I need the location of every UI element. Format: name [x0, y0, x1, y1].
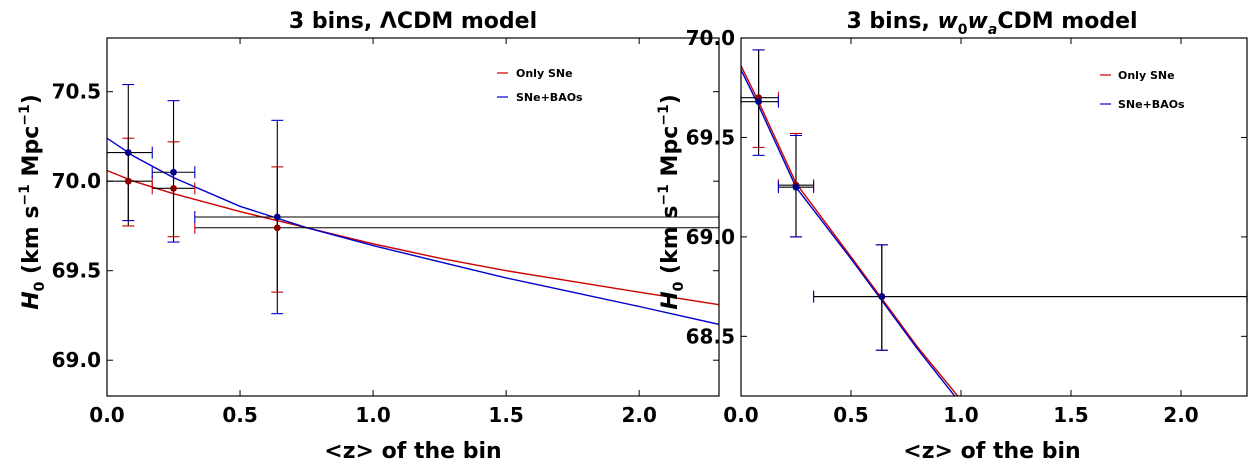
y-axis-label: H0 (km s−1 Mpc−1) — [17, 94, 48, 310]
x-axis-label: <z> of the bin — [903, 439, 1080, 464]
chart-title: 3 bins, w0waCDM model — [846, 9, 1137, 38]
series-curve-0 — [107, 169, 719, 306]
data-point-s1-p1 — [792, 183, 800, 191]
series-curve-1 — [107, 137, 719, 326]
x-tick-label: 1.0 — [355, 403, 390, 427]
data-point-s1-p2 — [878, 293, 886, 300]
y-axis-label: H0 (km s−1 Mpc−1) — [656, 94, 687, 310]
y-tick-label: 69.5 — [686, 125, 735, 149]
y-tick-label: 68.5 — [686, 324, 735, 348]
data-point-s0-p1 — [170, 184, 177, 192]
x-tick-label: 0.5 — [222, 403, 257, 427]
y-tick-label: 69.0 — [686, 225, 735, 249]
data-point-s1-p2 — [273, 213, 281, 221]
legend-label-sne-baos: SNe+BAOs — [1118, 98, 1185, 111]
chart-lcdm: 3 bins, ΛCDM model <z> of the bin H0 (km… — [17, 9, 720, 464]
x-tick-label: 0.0 — [723, 403, 758, 427]
y-tick-label: 69.0 — [52, 348, 101, 372]
y-tick-label: 70.0 — [686, 26, 735, 50]
chart-w0wacdm: 3 bins, w0waCDM model <z> of the bin H0 … — [656, 9, 1248, 464]
data-point-s1-p1 — [170, 168, 177, 176]
x-tick-label: 0.0 — [89, 403, 124, 427]
legend-label-only-sne: Only SNe — [516, 67, 573, 80]
y-tick-label: 70.0 — [52, 169, 101, 193]
x-tick-label: 2.0 — [621, 403, 656, 427]
legend-label-sne-baos: SNe+BAOs — [516, 91, 583, 104]
y-tick-label: 69.5 — [52, 259, 101, 283]
data-point-s0-p2 — [273, 224, 281, 232]
x-tick-label: 1.5 — [1053, 403, 1088, 427]
legend: Only SNe SNe+BAOs — [1100, 69, 1185, 111]
data-point-s1-p0 — [755, 98, 762, 106]
x-axis-label: <z> of the bin — [324, 439, 501, 464]
plot-frame — [106, 37, 720, 397]
legend-label-only-sne: Only SNe — [1118, 69, 1175, 82]
x-tick-label: 2.0 — [1163, 403, 1198, 427]
x-tick-label: 1.0 — [943, 403, 978, 427]
legend: Only SNe SNe+BAOs — [497, 67, 583, 104]
data-point-s1-p0 — [124, 149, 132, 156]
y-tick-label: 70.5 — [52, 80, 101, 104]
plot-frame — [740, 37, 1248, 397]
data-point-s0-p0 — [124, 177, 132, 185]
chart-title: 3 bins, ΛCDM model — [289, 9, 537, 34]
x-tick-label: 0.5 — [833, 403, 868, 427]
x-tick-label: 1.5 — [488, 403, 523, 427]
